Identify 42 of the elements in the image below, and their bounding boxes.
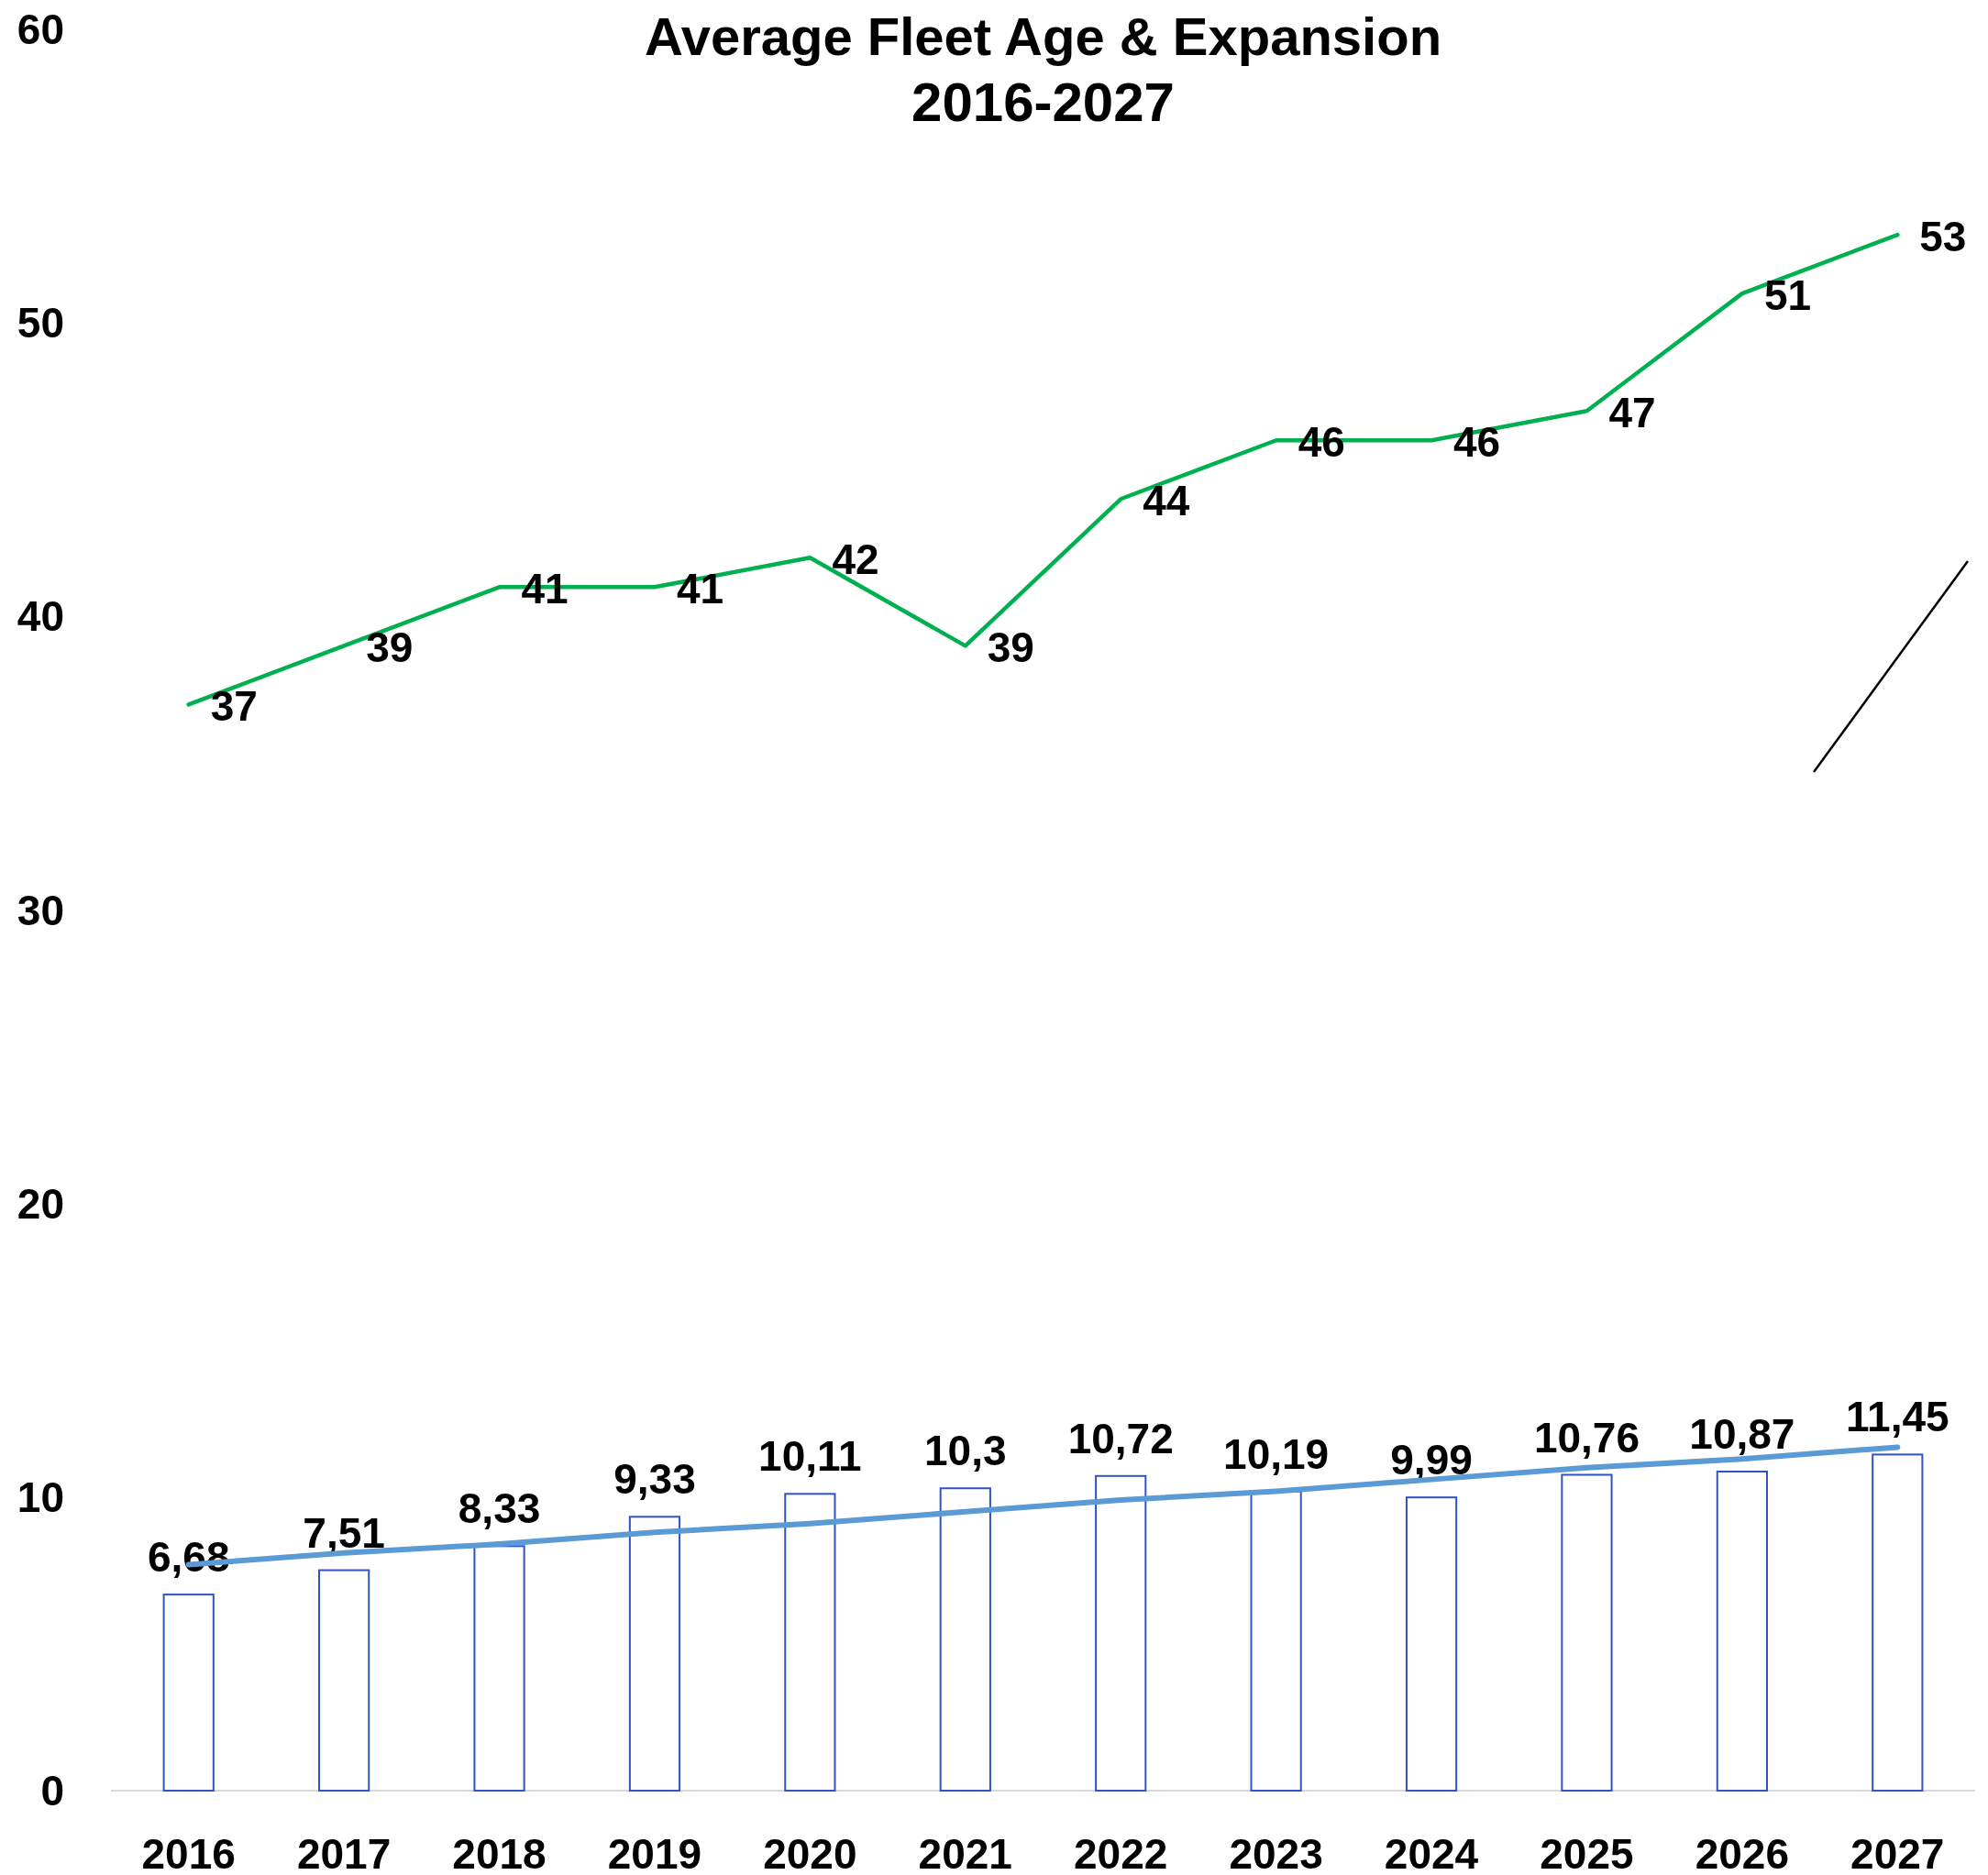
- x-tick-label: 2020: [763, 1830, 857, 1875]
- y-tick-label: 20: [17, 1179, 64, 1228]
- y-tick-label: 0: [40, 1767, 64, 1815]
- data-label: 10,87: [1689, 1409, 1795, 1458]
- data-label: 10,76: [1533, 1413, 1640, 1461]
- data-label: 10,11: [758, 1432, 862, 1481]
- x-tick-label: 2023: [1229, 1830, 1323, 1875]
- data-label: 39: [366, 623, 414, 672]
- data-label: 53: [1919, 213, 1967, 261]
- chart-title: Average Fleet Age & Expansion: [644, 6, 1442, 66]
- data-label: 10,19: [1223, 1429, 1330, 1478]
- data-label: 9,33: [613, 1455, 696, 1504]
- data-label: 44: [1143, 477, 1190, 525]
- data-label: 37: [210, 682, 258, 731]
- x-tick-label: 2022: [1074, 1830, 1168, 1875]
- y-tick-label: 30: [17, 886, 64, 934]
- x-tick-label: 2019: [607, 1830, 702, 1875]
- data-label: 7,51: [303, 1508, 385, 1557]
- x-tick-label: 2025: [1540, 1830, 1634, 1875]
- x-tick-label: 2027: [1850, 1830, 1945, 1875]
- data-label: 41: [676, 565, 724, 613]
- data-label: 47: [1608, 389, 1656, 437]
- data-label: 46: [1453, 418, 1501, 467]
- x-tick-label: 2017: [296, 1830, 392, 1875]
- x-tick-label: 2021: [918, 1830, 1012, 1875]
- data-label: 11,45: [1846, 1393, 1949, 1441]
- data-label: 10,72: [1067, 1414, 1174, 1462]
- data-label: 39: [987, 623, 1034, 672]
- text: 2016-2027: [911, 72, 1175, 133]
- y-tick-label: 60: [17, 6, 64, 54]
- x-tick-label: 2026: [1695, 1830, 1790, 1875]
- y-tick-label: 40: [17, 592, 64, 641]
- data-label: 42: [832, 535, 879, 584]
- data-label: 10,3: [924, 1427, 1007, 1475]
- x-tick-label: 2016: [141, 1830, 236, 1875]
- data-label: 51: [1763, 271, 1812, 320]
- y-tick-label: 50: [17, 299, 64, 347]
- x-tick-label: 2024: [1384, 1830, 1479, 1875]
- data-label: 9,99: [1390, 1436, 1473, 1484]
- y-tick-label: 10: [17, 1472, 64, 1521]
- data-label: 8,33: [458, 1484, 541, 1533]
- x-tick-label: 2018: [452, 1830, 547, 1875]
